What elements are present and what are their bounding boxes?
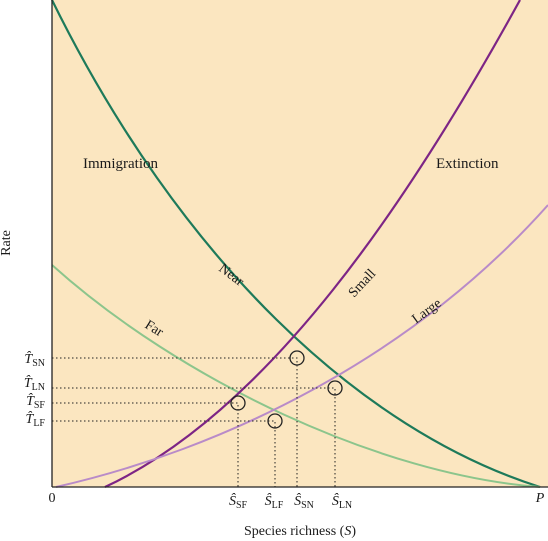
extinction-small-curve — [104, 0, 521, 488]
guide-sn — [52, 357, 298, 487]
equilibrium-small-near — [289, 350, 305, 366]
immigration-far-curve — [51, 264, 541, 488]
x-axis-label-text: Species richness ( — [244, 524, 345, 539]
rate-tick-sn-base: T̂ — [24, 351, 33, 367]
equilibrium-small-far — [230, 395, 246, 411]
pool-label: P — [535, 491, 545, 506]
rate-tick-lf: T̂LF — [26, 411, 46, 429]
richness-tick-sf-sub: SF — [236, 500, 248, 511]
guide-ln — [52, 387, 336, 487]
rate-tick-sf: T̂SF — [26, 393, 45, 411]
rate-tick-sn-sub: SN — [32, 358, 45, 369]
richness-tick-sn-base: Ŝ — [294, 492, 301, 509]
equilibrium-guides — [52, 357, 336, 487]
rate-tick-sn: T̂SN — [24, 351, 45, 369]
richness-tick-sf-base: Ŝ — [229, 492, 236, 509]
rate-tick-ln-sub: LN — [32, 382, 45, 393]
rate-tick-ln-base: T̂ — [24, 375, 33, 391]
x-axis-label-var: S — [344, 524, 351, 539]
richness-tick-lf-sub: LF — [272, 500, 284, 511]
equilibrium-large-far — [267, 413, 283, 429]
extinction-large-curve — [55, 204, 548, 488]
extinction-label: Extinction — [436, 156, 499, 172]
rate-tick-ln: T̂LN — [24, 375, 45, 393]
richness-tick-ln-base: Ŝ — [332, 492, 339, 509]
origin-label: 0 — [49, 491, 56, 506]
rate-tick-lf-base: T̂ — [26, 411, 35, 427]
rate-tick-sf-sub: SF — [34, 400, 46, 411]
richness-tick-sf: ŜSF — [229, 492, 248, 511]
rate-tick-sf-base: T̂ — [26, 393, 35, 409]
x-axis-label-close: ) — [351, 524, 356, 539]
immigration-label: Immigration — [83, 156, 158, 172]
x-axis-label: Species richness (S) — [244, 524, 356, 539]
richness-tick-lf: ŜLF — [265, 492, 284, 511]
richness-tick-lf-base: Ŝ — [265, 492, 272, 509]
equilibrium-large-near — [327, 380, 343, 396]
richness-tick-ln: ŜLN — [332, 492, 352, 511]
richness-tick-sn: ŜSN — [294, 492, 314, 511]
richness-tick-sn-sub: SN — [301, 500, 314, 511]
y-axis-label: Rate — [0, 230, 14, 256]
immigration-near-curve — [51, 0, 541, 489]
rate-tick-lf-sub: LF — [33, 418, 45, 429]
plot-background — [52, 0, 548, 487]
richness-tick-ln-sub: LN — [339, 500, 352, 511]
